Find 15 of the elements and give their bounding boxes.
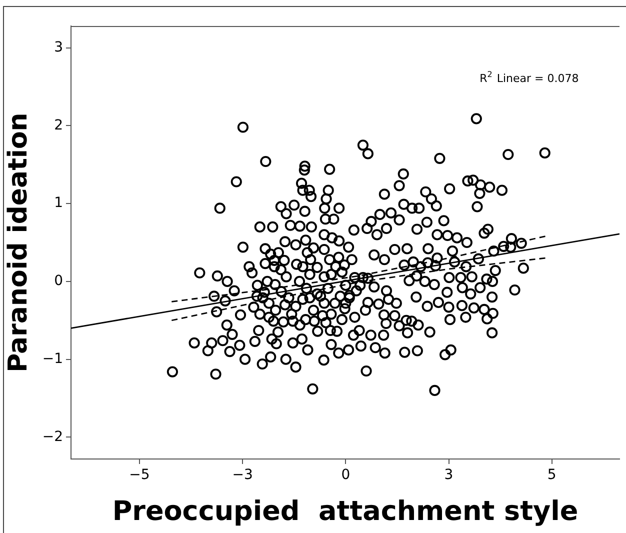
y-tick-label: 2 xyxy=(54,117,63,134)
y-tick-label: 0 xyxy=(54,273,63,290)
x-tick-label: 5 xyxy=(547,467,556,484)
x-tick-label: −5 xyxy=(129,467,150,484)
x-tick-label: 3 xyxy=(444,467,454,484)
y-tick-label: −1 xyxy=(42,350,63,367)
line-series xyxy=(170,257,546,322)
x-tick-label: 0 xyxy=(341,467,350,484)
y-axis-title: Paranoid ideation xyxy=(3,112,34,372)
x-axis-title: Preoccupied attachment style xyxy=(112,496,578,527)
y-tick-label: 3 xyxy=(54,39,63,56)
y-tick-label: 1 xyxy=(54,195,63,212)
x-tick-label: −3 xyxy=(232,467,253,484)
y-tick-label: −2 xyxy=(42,428,63,445)
line-series xyxy=(170,236,546,302)
